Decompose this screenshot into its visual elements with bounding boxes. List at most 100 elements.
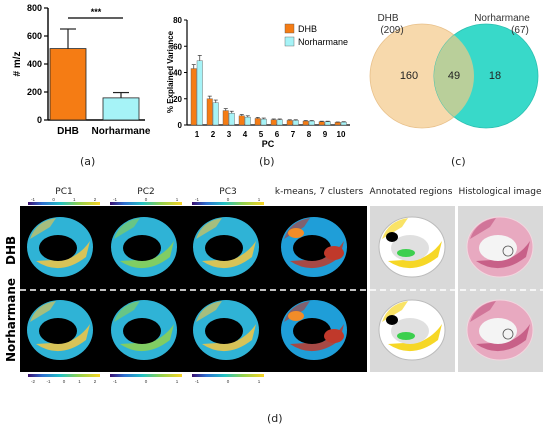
panel-b-ytick-label: 60 xyxy=(173,42,182,51)
colorbar-pc3-top xyxy=(192,202,264,205)
colorbar-tick-label: 0 xyxy=(52,197,55,202)
colorbar-pc2-bottom xyxy=(110,374,182,377)
tissue-image-dhb-2 xyxy=(111,217,177,277)
panel-b-bar-dhb xyxy=(302,120,309,126)
caption-c: (c) xyxy=(451,155,466,168)
panel-b-ytick-label: 40 xyxy=(173,69,182,78)
colorbar-pc1-top xyxy=(28,202,100,205)
panel-c-venn: DHB (209) Norharmane (67) 160 49 18 xyxy=(369,13,539,129)
panel-a-ytick-label: 0 xyxy=(37,115,42,125)
panel-b-bar-dhb xyxy=(222,110,229,126)
colorbar-tick-label: -2 xyxy=(31,379,35,384)
colorbar-tick-label: -1 xyxy=(195,379,199,384)
tissue-image-dhb-4 xyxy=(281,217,347,277)
panel-b-xtick-label: 1 xyxy=(195,130,200,139)
col-header-annotated: Annotated regions xyxy=(369,187,453,197)
panel-b-ylabel: % Explained Variance xyxy=(166,30,175,113)
col-header-pc2: PC2 xyxy=(137,187,155,197)
tissue-image-norharmane-5 xyxy=(378,299,446,361)
panel-b-bar-norharmane xyxy=(212,102,219,126)
panel-b-xtick-label: 2 xyxy=(211,130,216,139)
colorbar-tick-label: 1 xyxy=(78,379,81,384)
row-label-norharmane: Norharmane xyxy=(4,277,18,362)
colorbar-pc3-bottom xyxy=(192,374,264,377)
tissue-image-norharmane-2 xyxy=(111,300,177,360)
significance-stars: *** xyxy=(91,7,102,17)
panel-b-ticks: 0 20 40 60 80 1 2 3 4 5 6 7 8 9 10 xyxy=(173,16,346,139)
panel-b-xtick-label: 9 xyxy=(323,130,328,139)
caption-b: (b) xyxy=(259,155,275,168)
panel-a-ytick-label: 200 xyxy=(27,87,42,97)
panel-a-bars: DHB Norharmane xyxy=(49,28,151,137)
panel-b-bar-dhb xyxy=(318,121,325,126)
legend-label: Norharmane xyxy=(298,37,348,47)
col-header-kmeans: k-means, 7 clusters xyxy=(274,187,364,197)
panel-b-ytick-label: 20 xyxy=(173,95,182,104)
caption-a: (a) xyxy=(80,155,96,168)
venn-right-total: (67) xyxy=(511,25,529,36)
panel-a-yticks: 0 200 400 600 800 xyxy=(27,3,48,125)
colorbar-tick-label: 0 xyxy=(227,197,230,202)
tissue-image-norharmane-4 xyxy=(281,300,347,360)
panel-b-xtick-label: 3 xyxy=(227,130,232,139)
tissue-images xyxy=(27,216,534,361)
venn-right-name: Norharmane xyxy=(474,13,530,24)
venn-overlap xyxy=(434,24,474,128)
panel-b-bar-norharmane xyxy=(308,120,315,126)
colorbar-pc1-bottom xyxy=(28,374,100,377)
panel-a-bar xyxy=(102,97,140,121)
panel-b-ytick-label: 80 xyxy=(173,16,182,25)
panel-b-bar-norharmane xyxy=(260,118,267,126)
colorbar-tick-label: 2 xyxy=(94,197,97,202)
panel-b-bar-norharmane xyxy=(276,119,283,126)
tissue-image-dhb-1 xyxy=(27,217,93,277)
colorbar-tick-label: -1 xyxy=(47,379,51,384)
panel-b-legend: DHB Norharmane xyxy=(284,23,348,47)
colorbar-tick-label: -1 xyxy=(113,197,117,202)
panel-a-chart: # m/z 0 200 400 600 800 DHB Norharmane *** xyxy=(12,3,151,137)
colorbar-tick-label: 1 xyxy=(258,379,261,384)
panel-b-bar-dhb xyxy=(286,120,293,126)
panel-b-xlabel: PC xyxy=(262,139,275,149)
colorbar-tick-label: -1 xyxy=(31,197,35,202)
panel-a-ytick-label: 800 xyxy=(27,3,42,13)
venn-left-name: DHB xyxy=(377,13,398,24)
tissue-image-norharmane-1 xyxy=(27,300,93,360)
panel-b-bar-norharmane xyxy=(244,116,251,126)
colorbar-tick-label: 0 xyxy=(63,379,66,384)
colorbar-tick-label: 0 xyxy=(227,379,230,384)
panel-b-bar-norharmane xyxy=(228,112,235,126)
colorbar-tick-label: -1 xyxy=(113,379,117,384)
panel-b-bar-dhb xyxy=(238,115,245,126)
legend-swatch xyxy=(284,36,295,47)
panel-a-ylabel: # m/z xyxy=(12,51,23,76)
panel-a-category-label: Norharmane xyxy=(92,126,151,137)
panel-a-ytick-label: 400 xyxy=(27,59,42,69)
caption-d: (d) xyxy=(267,412,283,425)
venn-overlap-count: 49 xyxy=(448,70,460,82)
row-label-dhb: DHB xyxy=(4,235,18,265)
panel-b-bars xyxy=(190,55,347,126)
col-header-pc3: PC3 xyxy=(219,187,237,197)
colorbar-tick-label: 2 xyxy=(94,379,97,384)
panel-b-xtick-label: 7 xyxy=(291,130,296,139)
panel-b-bar-norharmane xyxy=(196,60,203,126)
panel-b-xtick-label: 4 xyxy=(243,130,248,139)
colorbar-tick-label: 0 xyxy=(145,379,148,384)
panel-b-bar-norharmane xyxy=(324,121,331,126)
panel-b-bar-dhb xyxy=(334,122,341,126)
colorbar-tick-label: 1 xyxy=(258,197,261,202)
legend-swatch xyxy=(284,23,295,34)
panel-b-bar-dhb xyxy=(206,98,213,126)
tissue-image-dhb-6 xyxy=(466,216,534,278)
panel-b-chart: % Explained Variance PC 0 20 40 60 80 1 2 3 4 5 6 7… xyxy=(166,16,350,149)
panel-a-ytick-label: 600 xyxy=(27,31,42,41)
panel-b-bar-dhb xyxy=(270,119,277,126)
tissue-image-norharmane-3 xyxy=(193,300,259,360)
panel-b-bar-norharmane xyxy=(292,120,299,126)
panel-b-bar-dhb xyxy=(254,118,261,126)
panel-b-xtick-label: 6 xyxy=(275,130,280,139)
col-header-histology: Histological image xyxy=(458,187,542,197)
colorbar-pc2-top xyxy=(110,202,182,205)
